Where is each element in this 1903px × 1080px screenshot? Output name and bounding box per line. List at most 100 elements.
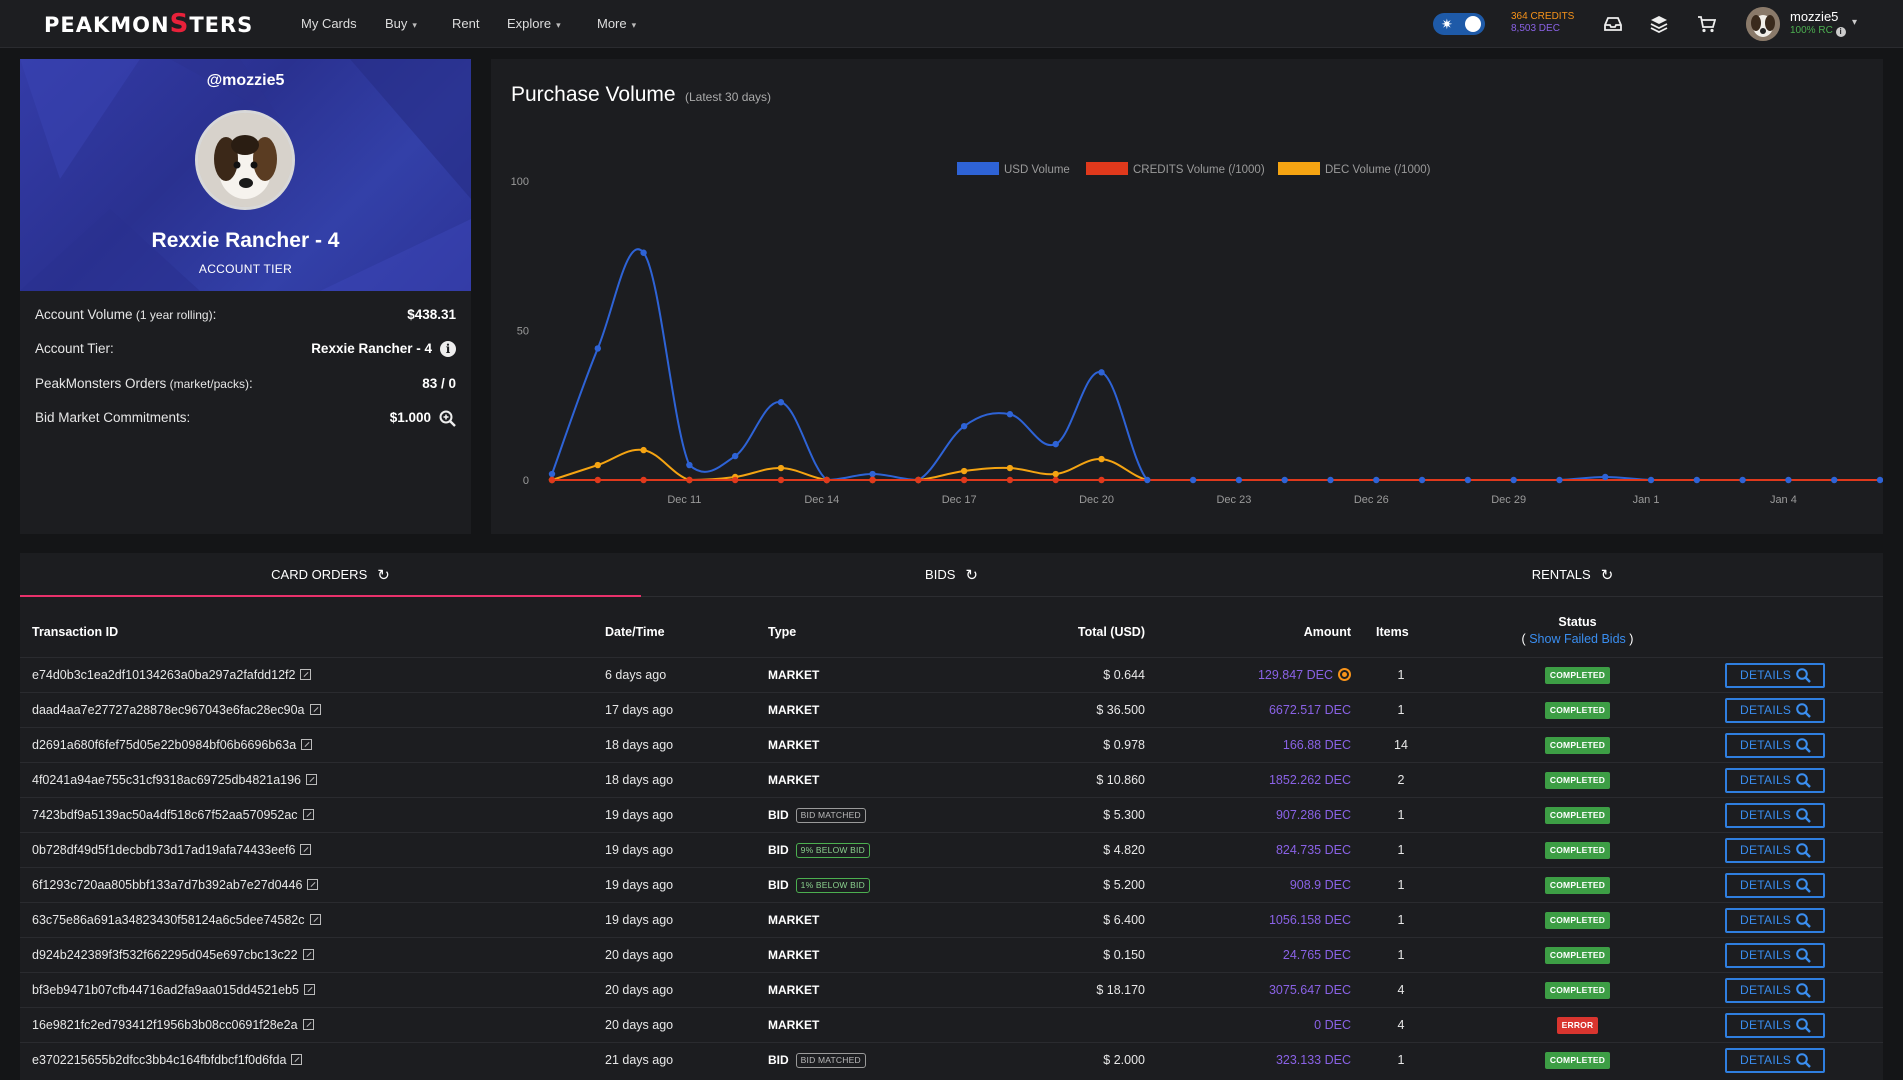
details-button[interactable]: DETAILS <box>1725 908 1825 933</box>
stat-label: Account Volume (1 year rolling): <box>35 305 216 325</box>
search-icon <box>1796 913 1811 928</box>
refresh-icon[interactable]: ↻ <box>377 567 390 584</box>
order-status: COMPLETED <box>1500 798 1655 832</box>
details-button[interactable]: DETAILS <box>1725 698 1825 723</box>
transaction-id[interactable]: 63c75e86a691a34823430f58124a6c5dee74582c <box>32 903 321 937</box>
transaction-id[interactable]: d2691a680f6fef75d05e22b0984bf06b6696b63a <box>32 728 313 762</box>
info-icon[interactable]: i <box>440 341 456 357</box>
profile-card: @mozzie5 Rexxie Rancher - 4 ACCOUNT TIER… <box>20 59 471 534</box>
zoom-icon[interactable] <box>439 410 456 427</box>
inbox-icon[interactable] <box>1601 12 1625 36</box>
tab-rentals[interactable]: RENTALS ↻ <box>1262 553 1883 597</box>
order-total: $ 6.400 <box>1103 913 1145 927</box>
nav-link-rent[interactable]: Rent <box>452 15 479 33</box>
transaction-id[interactable]: 6f1293c720aa805bbf133a7d7b392ab7e27d0446 <box>32 868 319 902</box>
transaction-id-text: bf3eb9471b07cfb44716ad2fa9aa015dd4521eb5 <box>32 983 299 997</box>
search-icon <box>1796 948 1811 963</box>
external-link-icon[interactable] <box>306 774 318 785</box>
order-type: BID BID MATCHED <box>768 798 866 832</box>
external-link-icon[interactable] <box>309 704 321 715</box>
order-date: 21 days ago <box>605 1053 674 1067</box>
balance-display[interactable]: 364 CREDITS 8,503 DEC <box>1511 11 1574 35</box>
order-amount: 166.88 DEC <box>1283 728 1351 762</box>
details-label: DETAILS <box>1740 703 1792 717</box>
transaction-id-text: d924b242389f3f532f662295d045e697cbc13c22 <box>32 948 298 962</box>
order-type-text: MARKET <box>768 983 820 997</box>
data-point <box>869 476 876 484</box>
stat-value: 83 / 0 <box>422 374 456 394</box>
x-tick-label: Dec 20 <box>1079 494 1114 506</box>
tab-bids[interactable]: BIDS ↻ <box>641 553 1262 597</box>
order-status: COMPLETED <box>1500 763 1655 797</box>
external-link-icon[interactable] <box>303 984 315 995</box>
user-avatar[interactable] <box>1746 7 1780 41</box>
details-button[interactable]: DETAILS <box>1725 1013 1825 1038</box>
x-tick-label: Dec 17 <box>942 494 977 506</box>
table-row: 7423bdf9a5139ac50a4df518c67f52aa570952ac… <box>20 797 1883 832</box>
dec-balance: 8,503 DEC <box>1511 23 1560 34</box>
status-badge: COMPLETED <box>1544 772 1611 789</box>
details-button[interactable]: DETAILS <box>1725 943 1825 968</box>
data-point <box>777 464 785 472</box>
transaction-id[interactable]: e74d0b3c1ea2df10134263a0ba297a2fafdd12f2 <box>32 658 312 692</box>
order-total: $ 2.000 <box>1103 1053 1145 1067</box>
cart-icon[interactable] <box>1695 12 1719 36</box>
bid-tag: 9% BELOW BID <box>795 843 870 858</box>
external-link-icon[interactable] <box>309 914 321 925</box>
refresh-icon[interactable]: ↻ <box>965 567 978 584</box>
transaction-id[interactable]: 7423bdf9a5139ac50a4df518c67f52aa570952ac <box>32 798 314 832</box>
order-items: 1 <box>1397 1053 1405 1067</box>
show-failed-bids-link[interactable]: Show Failed Bids <box>1529 632 1626 646</box>
transaction-id-text: d2691a680f6fef75d05e22b0984bf06b6696b63a <box>32 738 297 752</box>
data-point <box>1647 476 1655 484</box>
nav-link-more[interactable]: More ▾ <box>597 15 636 34</box>
details-button[interactable]: DETAILS <box>1725 873 1825 898</box>
refresh-icon[interactable]: ↻ <box>1600 567 1614 584</box>
details-button[interactable]: DETAILS <box>1725 733 1825 758</box>
nav-link-buy[interactable]: Buy ▾ <box>385 15 417 34</box>
details-button[interactable]: DETAILS <box>1725 1048 1825 1073</box>
details-button[interactable]: DETAILS <box>1725 838 1825 863</box>
legend-label: CREDITS Volume (/1000) <box>1133 164 1265 176</box>
transaction-id[interactable]: 0b728df49d5f1decbdb73d17ad19afa74433eef6 <box>32 833 312 867</box>
transaction-id[interactable]: 16e9821fc2ed793412f1956b3b08cc0691f28e2a <box>32 1008 314 1042</box>
transaction-id[interactable]: bf3eb9471b07cfb44716ad2fa9aa015dd4521eb5 <box>32 973 315 1007</box>
external-link-icon[interactable] <box>302 949 314 960</box>
bid-tag: 1% BELOW BID <box>795 878 870 893</box>
order-items: 1 <box>1397 948 1405 962</box>
external-link-icon[interactable] <box>301 739 313 750</box>
transaction-id[interactable]: e3702215655b2dfcc3bb4c164fbfdbcf1f0d6fda <box>32 1043 303 1077</box>
table-row: 16e9821fc2ed793412f1956b3b08cc0691f28e2a… <box>20 1007 1883 1042</box>
data-point <box>686 461 693 469</box>
orders-table-card: CARD ORDERS ↻ BIDS ↻ RENTALS ↻ Transaction ID… <box>20 553 1883 1080</box>
details-button[interactable]: DETAILS <box>1725 978 1825 1003</box>
username[interactable]: mozzie5 <box>1790 9 1839 24</box>
layers-icon[interactable] <box>1647 12 1671 36</box>
external-link-icon[interactable] <box>300 844 312 855</box>
toggle-knob <box>1465 16 1481 32</box>
nav-link-label: My Cards <box>301 16 357 31</box>
table-row: e74d0b3c1ea2df10134263a0ba297a2fafdd12f2… <box>20 657 1883 692</box>
transaction-id[interactable]: 4f0241a94ae755c31cf9318ac69725db4821a196 <box>32 763 318 797</box>
external-link-icon[interactable] <box>307 879 319 890</box>
external-link-icon[interactable] <box>302 1019 314 1030</box>
order-status: COMPLETED <box>1500 903 1655 937</box>
y-tick-label: 0 <box>523 475 529 487</box>
peakmonsters-logo[interactable]: PEAKMONSTERS <box>44 9 254 39</box>
user-menu-chevron-icon[interactable]: ▾ <box>1852 17 1858 28</box>
transaction-id[interactable]: daad4aa7e27727a28878ec967043e6fac28ec90a <box>32 693 321 727</box>
theme-toggle[interactable]: ✷ <box>1433 13 1485 35</box>
order-amount-text: 3075.647 DEC <box>1268 983 1351 997</box>
x-tick-label: Dec 11 <box>667 494 701 506</box>
details-button[interactable]: DETAILS <box>1725 803 1825 828</box>
details-button[interactable]: DETAILS <box>1725 663 1825 688</box>
external-link-icon[interactable] <box>302 809 314 820</box>
external-link-icon[interactable] <box>291 1054 303 1065</box>
details-button[interactable]: DETAILS <box>1725 768 1825 793</box>
nav-link-explore[interactable]: Explore ▾ <box>507 15 561 34</box>
chart-title: Purchase Volume <box>511 83 676 106</box>
nav-link-my-cards[interactable]: My Cards <box>301 15 357 33</box>
tab-card-orders[interactable]: CARD ORDERS ↻ <box>20 553 641 597</box>
external-link-icon[interactable] <box>300 669 312 680</box>
transaction-id[interactable]: d924b242389f3f532f662295d045e697cbc13c22 <box>32 938 314 972</box>
